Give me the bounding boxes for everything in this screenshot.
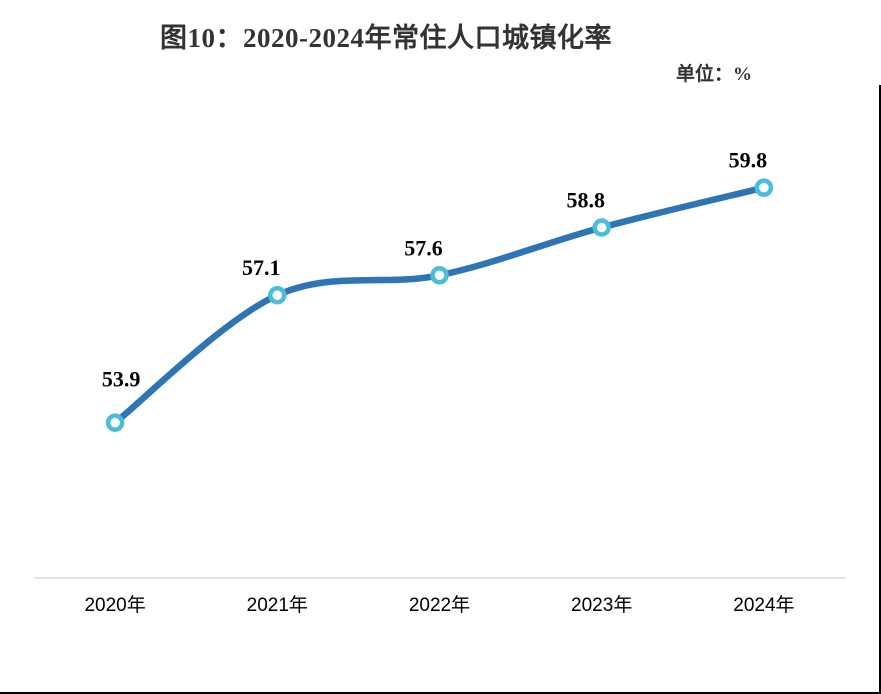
data-label: 53.9 <box>102 367 141 392</box>
page-border-right-line <box>879 85 881 694</box>
x-axis-label: 2024年 <box>733 594 794 616</box>
unit-label: 单位：% <box>676 64 753 85</box>
x-axis-label: 2020年 <box>84 594 145 616</box>
data-label: 57.1 <box>242 255 281 280</box>
page-border-bottom-line <box>0 692 881 694</box>
data-label: 59.8 <box>729 148 768 173</box>
line-chart: 53.9 2020年 57.1 2021年 57.6 2022年 58.8 2023年 59.8… <box>34 148 845 616</box>
data-point-marker <box>268 285 287 305</box>
x-axis-label: 2023年 <box>571 594 632 616</box>
chart-title: 图10：2020-2024年常住人口城镇化率 <box>160 23 612 53</box>
data-point-marker <box>754 178 774 197</box>
x-axis-label: 2022年 <box>409 594 470 616</box>
series-line <box>111 184 768 426</box>
data-label: 58.8 <box>566 187 605 212</box>
data-point-marker <box>430 266 449 285</box>
data-label: 57.6 <box>404 235 443 260</box>
data-point-marker <box>592 218 611 237</box>
x-axis-label: 2021年 <box>247 594 308 616</box>
data-point-marker <box>105 413 125 432</box>
